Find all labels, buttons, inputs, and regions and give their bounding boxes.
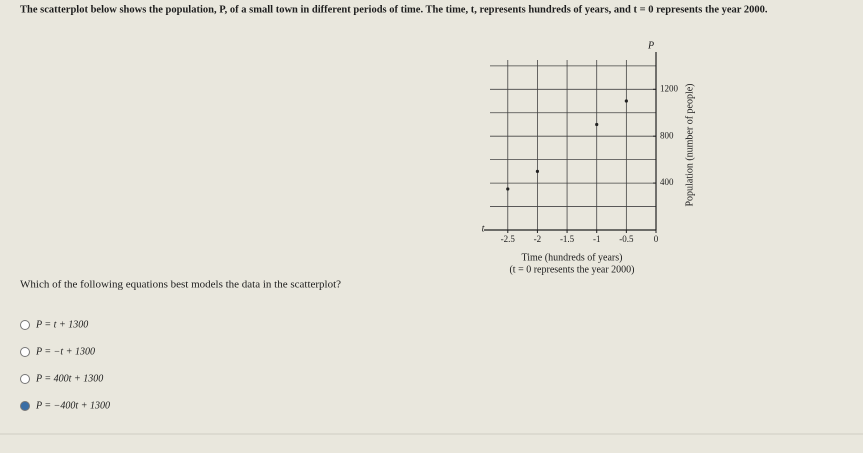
x-axis-letter: t xyxy=(482,223,485,234)
x-tick-label: -2 xyxy=(534,234,542,244)
point xyxy=(624,99,628,103)
point xyxy=(506,187,510,191)
x-axis-label: Time (hundreds of years) xyxy=(521,252,622,263)
y-tick-label: 800 xyxy=(660,130,674,140)
y-tick-label: 1200 xyxy=(660,83,679,93)
point xyxy=(595,122,599,127)
radio-button[interactable] xyxy=(20,401,30,411)
x-tick-label: -2.5 xyxy=(501,234,516,244)
option[interactable]: P = t + 1300 xyxy=(35,319,88,330)
option[interactable]: P = 400t + 1300 xyxy=(35,373,103,384)
question: The scatterplot below shows the populati… xyxy=(20,4,768,15)
y-axis-letter: P xyxy=(647,40,654,51)
radio-button[interactable] xyxy=(20,374,30,384)
x-axis-note: (t = 0 represents the year 2000) xyxy=(509,264,634,275)
y-axis-label: Population (number of people) xyxy=(684,83,695,206)
y-tick-label: 400 xyxy=(660,177,674,187)
option[interactable]: P = −400t + 1300 xyxy=(35,400,110,411)
prompt: Which of the following equations best mo… xyxy=(20,279,341,291)
x-tick-label: 0 xyxy=(654,234,659,244)
radio-button[interactable] xyxy=(20,347,30,357)
x-tick-label: -1.5 xyxy=(560,234,575,244)
x-tick-label: -0.5 xyxy=(619,234,634,244)
point xyxy=(535,169,540,173)
radio-button[interactable] xyxy=(20,320,30,330)
x-tick-label: -1 xyxy=(593,234,601,244)
option[interactable]: P = −t + 1300 xyxy=(35,346,95,357)
